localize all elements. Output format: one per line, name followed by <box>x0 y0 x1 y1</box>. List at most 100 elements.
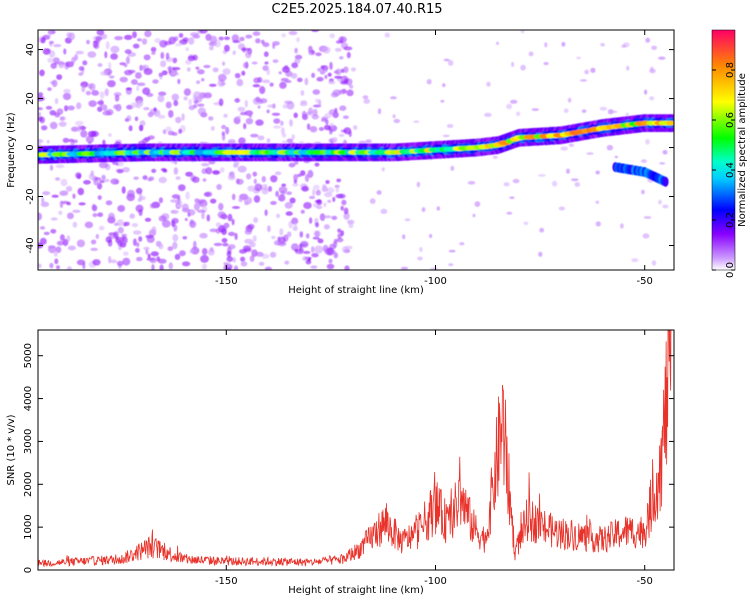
noise-blob <box>222 61 226 66</box>
noise-blob <box>54 98 59 105</box>
noise-blob <box>97 106 103 112</box>
spectrogram-frame <box>37 29 675 271</box>
noise-blob <box>538 174 546 177</box>
noise-blob <box>58 60 65 69</box>
noise-blob <box>171 67 181 71</box>
noise-blob <box>317 238 324 244</box>
noise-blob <box>87 130 97 138</box>
colorbar-label: Normalized spectral amplitude <box>737 73 748 227</box>
noise-blob <box>294 47 298 54</box>
noise-blob <box>342 115 349 119</box>
noise-blob <box>312 188 316 197</box>
noise-blob <box>343 127 352 135</box>
noise-blob <box>292 182 299 187</box>
noise-blob <box>459 242 465 246</box>
noise-blob <box>47 245 56 249</box>
colorbar-gradient <box>711 29 736 271</box>
noise-blob <box>91 90 100 96</box>
noise-blob <box>119 76 128 83</box>
noise-blob <box>172 241 178 250</box>
noise-blob <box>131 102 137 108</box>
noise-blob <box>263 51 269 57</box>
noise-blob <box>271 235 276 240</box>
noise-blob <box>278 186 288 194</box>
noise-blob <box>318 127 325 131</box>
noise-blob <box>242 245 252 252</box>
noise-blob <box>280 127 285 135</box>
noise-blob <box>262 79 271 84</box>
noise-blob <box>75 50 84 55</box>
noise-blob <box>39 226 46 230</box>
noise-blob <box>341 199 347 206</box>
noise-blob <box>90 170 95 177</box>
noise-blob <box>148 176 155 181</box>
noise-blob <box>376 190 382 195</box>
noise-blob <box>132 31 137 39</box>
noise-blob <box>216 184 222 190</box>
noise-blob <box>319 70 326 75</box>
noise-blob <box>47 57 54 63</box>
noise-blob <box>244 229 252 235</box>
noise-blob <box>324 124 331 131</box>
noise-blob <box>429 234 433 238</box>
noise-blob <box>381 167 385 172</box>
noise-blob <box>67 245 76 251</box>
noise-blob <box>245 118 254 125</box>
noise-blob <box>113 231 119 239</box>
noise-blob <box>63 48 67 55</box>
noise-blob <box>182 261 191 267</box>
noise-blob <box>45 105 53 110</box>
noise-blob <box>183 88 191 96</box>
noise-blob <box>72 221 78 228</box>
noise-blob <box>110 178 119 185</box>
noise-blob <box>264 61 269 65</box>
noise-blob <box>167 246 174 252</box>
noise-blob <box>234 73 241 79</box>
noise-blob <box>255 96 261 103</box>
noise-blob <box>323 202 327 207</box>
noise-blob <box>279 81 287 89</box>
noise-blob <box>105 41 110 50</box>
noise-blob <box>236 178 244 185</box>
noise-blob <box>76 259 86 266</box>
noise-blob <box>258 261 265 266</box>
noise-blob <box>165 52 170 60</box>
noise-blob <box>68 32 76 41</box>
noise-blob <box>645 37 651 43</box>
noise-blob <box>314 245 324 254</box>
noise-blob <box>158 72 164 77</box>
colorbar-tick-label: 0.0 <box>725 262 736 278</box>
noise-blob <box>181 113 185 121</box>
noise-blob <box>246 173 252 180</box>
noise-blob <box>312 236 320 240</box>
noise-blob <box>566 168 570 174</box>
noise-blob <box>49 121 58 130</box>
noise-blob <box>232 50 236 55</box>
noise-blob <box>419 246 423 253</box>
noise-blob <box>236 78 244 87</box>
noise-blob <box>142 87 151 95</box>
noise-blob <box>286 191 292 195</box>
noise-blob <box>257 105 261 109</box>
noise-blob <box>46 139 50 144</box>
noise-blob <box>55 164 65 169</box>
noise-blob <box>56 108 64 115</box>
noise-blob <box>253 178 257 184</box>
noise-blob <box>245 34 253 39</box>
noise-blob <box>289 197 296 204</box>
noise-blob <box>240 111 247 116</box>
noise-blob <box>187 67 191 72</box>
noise-blob <box>538 251 543 257</box>
noise-blob <box>215 222 222 228</box>
noise-blob <box>353 125 358 130</box>
noise-blob <box>184 218 188 221</box>
noise-blob <box>231 193 236 201</box>
noise-blob <box>39 116 45 124</box>
noise-blob <box>60 234 65 241</box>
noise-blob <box>558 206 566 211</box>
noise-blob <box>40 201 50 208</box>
noise-blob <box>94 177 102 181</box>
noise-blob <box>266 267 270 270</box>
noise-blob <box>523 221 529 226</box>
noise-blob <box>561 41 566 47</box>
